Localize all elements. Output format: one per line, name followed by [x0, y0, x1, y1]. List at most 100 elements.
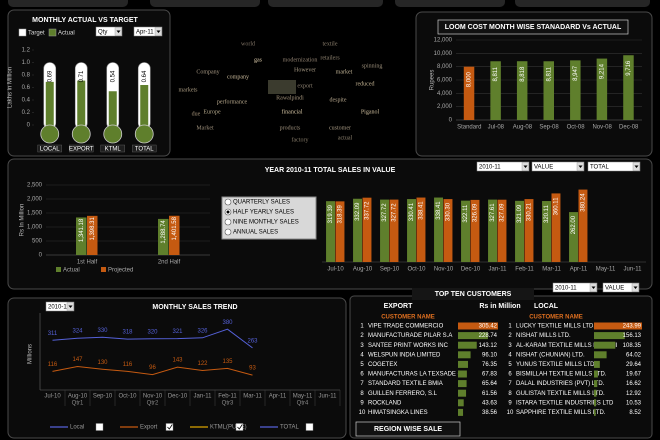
x-tick-label: Jan-11: [489, 267, 508, 273]
bar: [353, 198, 362, 262]
dropdown[interactable]: [95, 26, 123, 37]
value-label: 1,341.18: [79, 218, 85, 242]
radio-button[interactable]: [224, 228, 232, 236]
tab[interactable]: [268, 0, 383, 7]
dropdown[interactable]: [531, 161, 585, 172]
bar: [463, 66, 475, 120]
dropdown-arrow: [578, 165, 583, 168]
group-label: Qtr2: [147, 401, 159, 407]
tab[interactable]: [515, 0, 650, 7]
y-tick-label: 1.0: [22, 60, 31, 66]
value: 65.64: [482, 381, 498, 387]
thermo-bulb: [40, 124, 60, 144]
customer-name: MANUFACTURAS LA TEXSADE CV: [368, 372, 466, 378]
bar: [524, 199, 534, 262]
dropdown-value: VALUE: [605, 285, 624, 291]
value-label: 135: [222, 359, 233, 365]
bar: [542, 201, 551, 262]
tab[interactable]: [8, 0, 128, 7]
value-bar: [458, 408, 464, 416]
y-tick-label: 1,500: [27, 211, 43, 217]
dropdown[interactable]: [552, 282, 598, 293]
y-axis-label: Millions: [28, 344, 34, 364]
radio-button[interactable]: [224, 198, 232, 206]
value-label: 320: [147, 329, 158, 335]
legend-checkbox[interactable]: [305, 423, 314, 431]
dropdown[interactable]: [602, 282, 640, 293]
table-heading: LOCAL: [534, 303, 559, 310]
value-label: 0.54: [110, 70, 116, 82]
rank: 1: [360, 324, 364, 330]
column-heading: CUSTOMER NAME: [381, 315, 435, 321]
rank: 8: [508, 391, 512, 397]
bar: [434, 197, 443, 262]
radio-dot: [226, 210, 230, 214]
dropdown-arrow: [156, 30, 161, 33]
dropdown-value: 2010-11: [555, 285, 577, 291]
rank: 9: [360, 400, 364, 406]
value-label: 320.11: [544, 204, 550, 223]
value-label: 8,947: [573, 65, 579, 81]
legend-checkbox[interactable]: [95, 423, 104, 431]
value: 61.56: [482, 391, 498, 397]
title-box: [355, 421, 461, 437]
value-bar: [458, 399, 464, 407]
value-label: 332.09: [355, 202, 361, 221]
title-box: [437, 19, 629, 35]
thermo-fill: [140, 85, 149, 131]
y-tick-label: 12,000: [434, 38, 453, 44]
dropdown[interactable]: [45, 301, 75, 312]
y-tick-label: 500: [32, 239, 43, 245]
cloud-word: gas: [254, 57, 263, 63]
cloud-word: Piganol: [361, 109, 380, 115]
tab[interactable]: [150, 0, 260, 7]
bar: [335, 201, 345, 262]
table-heading: EXPORT: [384, 303, 414, 310]
value-bar: [458, 341, 477, 349]
dropdown-value: VALUE: [534, 164, 553, 170]
panel: [7, 297, 347, 439]
x-tick-label: Sep-10: [93, 394, 113, 400]
thermo-bulb: [71, 124, 91, 144]
dropdown[interactable]: [476, 161, 530, 172]
line: [52, 365, 253, 376]
x-tick-label: 1st Half: [77, 260, 98, 266]
radio-button[interactable]: [224, 218, 232, 226]
bar: [389, 199, 399, 262]
value-bar: [594, 389, 597, 397]
value-label: 327.72: [392, 203, 398, 222]
value-bar: [594, 370, 598, 378]
legend-checkbox[interactable]: [235, 423, 244, 431]
customer-name: ISTARA TEXTILE INDUSTRIES LTD: [516, 400, 614, 406]
column-heading: CUSTOMER NAME: [529, 315, 583, 321]
value-bar: [594, 399, 597, 407]
value-label: 318.39: [338, 205, 344, 224]
value: 76.35: [482, 362, 498, 368]
value-label: 380.24: [581, 193, 587, 212]
x-tick-label: Dec-10: [168, 394, 188, 400]
value-label: 360.11: [554, 197, 560, 216]
y-tick-label: 2,500: [27, 183, 43, 189]
legend-checkbox[interactable]: [165, 423, 174, 431]
cloud-word: Market: [196, 125, 214, 131]
x-tick-label: Jun-11: [319, 394, 338, 400]
y-tick-label: 0: [449, 118, 453, 124]
bar: [326, 201, 335, 262]
value-label: 1,288.74: [161, 220, 167, 244]
rank: 5: [360, 362, 364, 368]
x-tick-label: 2nd Half: [158, 260, 181, 266]
dropdown[interactable]: [133, 26, 163, 37]
legend-label: Projected: [108, 267, 133, 273]
value-label: 321.09: [517, 204, 523, 223]
dropdown-value: Qty: [98, 29, 107, 35]
x-tick-label: TOTAL: [135, 146, 154, 152]
category-box: [69, 144, 94, 153]
dropdown[interactable]: [587, 161, 641, 172]
cloud-word: performance: [217, 98, 248, 105]
value: 12.92: [626, 391, 642, 397]
value-bar: [458, 370, 467, 378]
tab[interactable]: [395, 0, 505, 7]
dropdown-arrow: [591, 286, 596, 289]
legend-swatch: [56, 267, 61, 272]
